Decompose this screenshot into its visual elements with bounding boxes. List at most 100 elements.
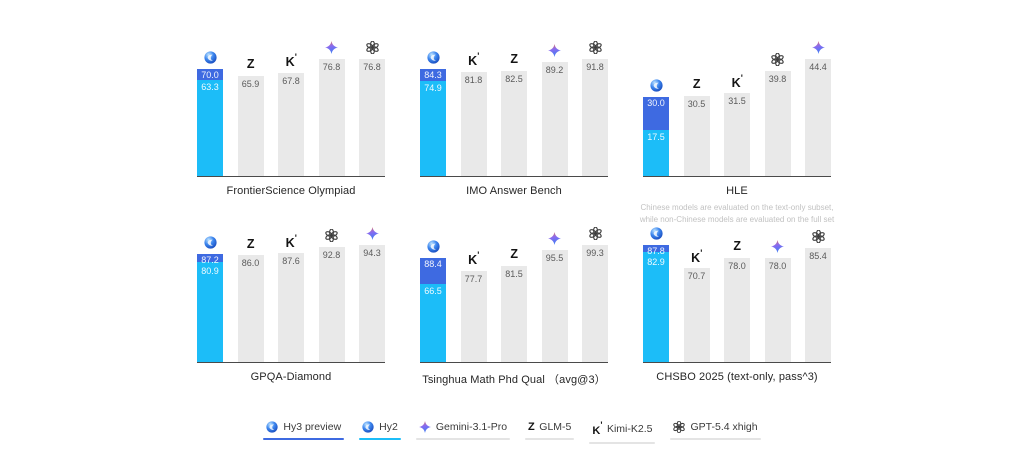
bar-group: 85.4 — [805, 229, 831, 362]
gemini-star-icon — [365, 227, 379, 240]
model-icon — [771, 239, 784, 254]
model-icon: K' — [468, 251, 479, 267]
gemini-star-icon — [325, 41, 338, 54]
gpt-flower-icon — [588, 41, 602, 54]
bar-value: 81.8 — [464, 74, 483, 85]
bar-hy-stacked: 88.4 66.5 — [420, 257, 446, 362]
legend-underline — [359, 438, 401, 440]
bar: 81.8 — [460, 71, 487, 176]
bar-segment-hy2 — [643, 129, 669, 176]
model-icon — [203, 50, 217, 65]
model-icon — [426, 50, 440, 65]
model-icon: K' — [286, 53, 297, 69]
legend-item-hy3: Hy3 preview — [263, 421, 345, 440]
bar-value: 91.8 — [586, 62, 604, 72]
model-icon — [426, 239, 440, 254]
hunyuan-sphere-icon — [203, 51, 217, 65]
legend-item-hy2: Hy2 — [359, 421, 401, 440]
bar-group: K' 31.5 — [724, 73, 750, 176]
bar-value-hy3: 88.4 — [424, 258, 442, 269]
bar-group: K' 67.8 — [278, 53, 304, 176]
model-icon — [325, 40, 338, 55]
gpt-flower-icon — [771, 53, 784, 67]
bar-group: Z 30.5 — [683, 76, 710, 176]
legend-label: Gemini-3.1-Pro — [435, 421, 508, 433]
plot-area: 30.0 17.5 Z 30.5 K' 31.5 39.8 44.4 — [643, 41, 831, 177]
bar-group: 95.5 — [541, 231, 568, 362]
glm-z-icon: Z — [692, 76, 701, 91]
bar-value: 76.8 — [363, 62, 381, 72]
legend-item-content: Hy3 preview — [263, 421, 344, 438]
model-icon — [649, 226, 663, 241]
chart-chsbo-2025-text-only-pass-3-: 87.8 82.9 K' 70.7 Z 78.0 78.0 85.4 CHSBO 2025 … — [643, 227, 831, 383]
bar-group: Z 82.5 — [501, 52, 527, 176]
bar: 70.7 — [683, 267, 710, 362]
model-icon: K' — [732, 73, 743, 89]
legend-label: Kimi-K2.5 — [606, 423, 653, 435]
chart-title: GPQA-Diamond — [250, 371, 332, 383]
bar-group: 92.8 — [318, 228, 345, 362]
model-icon — [548, 231, 561, 246]
model-icon: K' — [286, 234, 297, 250]
legend-item-gemini: Gemini-3.1-Pro — [415, 421, 511, 440]
bar-value-hy2: 74.9 — [424, 82, 442, 93]
model-icon: Z — [510, 247, 518, 262]
legend-item-gpt: GPT-5.4 xhigh — [670, 421, 761, 440]
bar-group: 39.8 — [764, 52, 791, 176]
bar-group: Z 78.0 — [724, 239, 750, 362]
legend-underline — [670, 438, 761, 440]
gemini-star-icon — [548, 44, 561, 58]
kimi-k-icon: K' — [592, 420, 602, 437]
bar-value: 81.5 — [505, 269, 523, 279]
bar-group: Z 86.0 — [237, 236, 264, 362]
legend-item-content: Z GLM-5 — [525, 421, 574, 438]
bar-value: 70.7 — [687, 270, 706, 281]
bar: 78.0 — [724, 258, 750, 362]
bar-group: 87.8 82.9 — [643, 226, 669, 362]
hunyuan-sphere-icon — [203, 236, 217, 249]
legend-label: GLM-5 — [539, 421, 572, 433]
bar-value-hy2: 17.5 — [647, 131, 665, 142]
bar: 82.5 — [501, 70, 527, 176]
hunyuan-sphere-icon — [649, 227, 663, 240]
bar-group: K' 70.7 — [683, 247, 710, 362]
legend-item-content: K' Kimi-K2.5 — [589, 421, 655, 442]
chart-title: IMO Answer Bench — [466, 185, 562, 197]
bar-value-hy3: 87.8 — [647, 246, 665, 256]
bar: 87.6 — [278, 253, 304, 362]
bar-group: 99.3 — [582, 226, 608, 362]
legend-item-content: Gemini-3.1-Pro — [416, 421, 510, 438]
legend-item-content: Hy2 — [359, 421, 401, 438]
model-icon: Z — [247, 236, 255, 251]
bar-value: 86.0 — [241, 258, 260, 269]
gpt-flower-icon — [811, 230, 825, 244]
bar-group: 84.3 74.9 — [420, 50, 446, 176]
bar-segment-hy2 — [197, 261, 223, 362]
model-icon — [649, 78, 663, 93]
bar: 76.8 — [318, 59, 345, 176]
bar-segment-hy3 — [643, 96, 669, 130]
hunyuan-sphere-icon — [649, 79, 663, 92]
bar-value: 76.8 — [322, 62, 341, 72]
bar-value-hy3: 30.0 — [647, 97, 665, 108]
legend-label: Hy3 preview — [283, 421, 342, 433]
hunyuan-sphere-icon — [362, 421, 374, 433]
model-icon: Z — [692, 76, 701, 92]
model-icon — [203, 235, 217, 250]
kimi-k-icon: K' — [691, 247, 702, 265]
bar-hy-stacked: 30.0 17.5 — [643, 96, 669, 176]
model-icon: Z — [733, 239, 741, 254]
gpt-flower-icon — [673, 421, 686, 433]
bar: 99.3 — [582, 245, 608, 362]
plot-area: 87.8 82.9 K' 70.7 Z 78.0 78.0 85.4 — [643, 227, 831, 363]
model-icon — [548, 43, 561, 58]
bar-segment-hy3 — [420, 68, 446, 81]
model-icon — [811, 40, 825, 55]
bar-value-hy2: 63.3 — [201, 81, 219, 92]
bar-group: 87.2 80.9 — [197, 235, 223, 362]
bar-segment-hy3 — [197, 253, 223, 262]
bar-segment-hy3 — [420, 257, 446, 284]
chart-gpqa-diamond: 87.2 80.9 Z 86.0 K' 87.6 92.8 94.3 GPQA-Diamon… — [197, 227, 385, 383]
legend-underline — [415, 438, 511, 440]
